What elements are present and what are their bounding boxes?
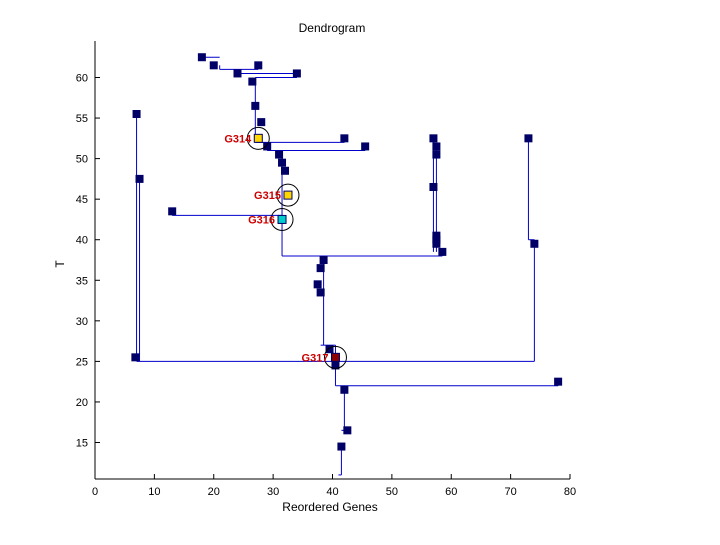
x-tick-label: 30 (267, 486, 279, 498)
gene-node (263, 142, 272, 151)
x-tick-label: 20 (208, 486, 220, 498)
x-tick-label: 10 (148, 486, 160, 498)
y-axis: 15 20 25 30 35 40 45 50 55 60 (76, 73, 100, 450)
y-tick-label: 25 (76, 356, 88, 368)
x-tick-label: 40 (326, 486, 338, 498)
y-tick-label: 40 (76, 235, 88, 247)
highlighted-gene-node (253, 133, 263, 143)
gene-node (275, 150, 284, 159)
gene-node (438, 247, 447, 256)
x-axis-label: Reordered Genes (282, 500, 377, 514)
gene-node (131, 353, 140, 362)
y-tick-label: 55 (76, 113, 88, 125)
highlighted-gene-node (277, 214, 287, 224)
gene-node (233, 69, 242, 78)
highlight-circle (276, 183, 300, 207)
y-tick-label: 60 (76, 73, 88, 85)
highlighted-gene-node (283, 190, 293, 200)
x-axis: 0 10 20 30 40 50 60 70 80 (92, 474, 576, 498)
gene-node (325, 345, 334, 354)
gene-node (331, 361, 340, 370)
highlight-circle (323, 345, 347, 369)
gene-node (432, 235, 441, 244)
gene-node (432, 142, 441, 151)
x-tick-label: 70 (505, 486, 517, 498)
gene-node (248, 77, 257, 86)
x-tick-label: 0 (92, 486, 98, 498)
x-tick-label: 60 (445, 486, 457, 498)
gene-node (251, 101, 260, 110)
y-tick-label: 45 (76, 194, 88, 206)
x-tick-label: 80 (564, 486, 576, 498)
gene-node (209, 61, 218, 70)
highlighted-gene-node (330, 352, 340, 362)
gene-label: G314 (224, 133, 252, 145)
gene-node (168, 207, 177, 216)
dendrogram-nodes (131, 53, 563, 451)
highlight-circle (246, 126, 270, 150)
y-tick-label: 30 (76, 316, 88, 328)
y-tick-label: 35 (76, 275, 88, 287)
gene-node (257, 118, 266, 127)
gene-label: G316 (248, 214, 275, 226)
gene-node (292, 69, 301, 78)
dendrogram-branches (136, 56, 559, 476)
gene-label: G317 (302, 352, 329, 364)
gene-node (254, 61, 263, 70)
gene-node (316, 264, 325, 273)
y-tick-label: 15 (76, 438, 88, 450)
gene-label: G315 (254, 190, 281, 202)
gene-node (554, 377, 563, 386)
gene-node (340, 385, 349, 394)
gene-node (337, 442, 346, 451)
highlight-circle (270, 207, 294, 231)
gene-node (278, 158, 287, 167)
gene-node (197, 53, 206, 62)
y-axis-label: T (53, 260, 67, 268)
x-tick-label: 50 (386, 486, 398, 498)
gene-node (361, 142, 370, 151)
gene-node (343, 426, 352, 435)
gene-node (432, 239, 441, 248)
gene-node (429, 134, 438, 143)
y-tick-label: 50 (76, 154, 88, 166)
gene-node (316, 288, 325, 297)
gene-node (313, 280, 322, 289)
plot-frame (94, 41, 570, 480)
gene-node (429, 183, 438, 191)
gene-node (319, 256, 328, 264)
chart-title: Dendrogram (299, 21, 366, 35)
gene-node (432, 150, 441, 159)
gene-node (530, 239, 539, 248)
gene-node (432, 231, 441, 240)
gene-node (524, 134, 533, 143)
gene-node (281, 166, 289, 175)
y-tick-label: 20 (76, 397, 88, 409)
gene-node (340, 134, 349, 143)
gene-node (132, 110, 141, 118)
gene-node (135, 174, 144, 183)
highlighted-genes: G314 G315 G316 G317 (224, 126, 347, 369)
